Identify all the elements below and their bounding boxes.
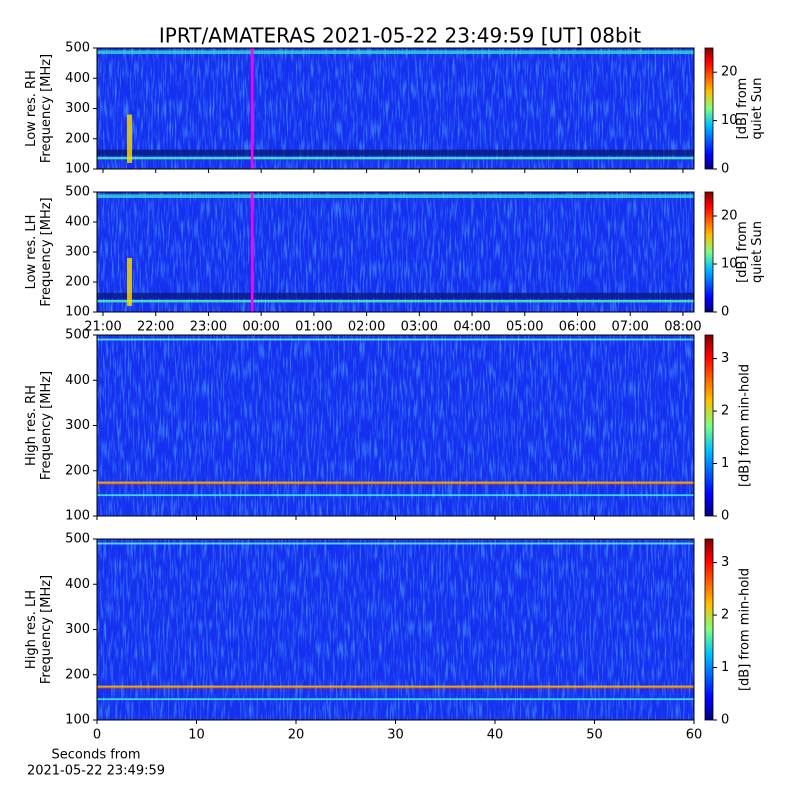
y-axis-label: Frequency [MHz]: [39, 575, 54, 684]
y-axis-label: High res. RH: [24, 385, 39, 466]
y-tick-label: 300: [65, 101, 90, 116]
colorbar-tick-label: 3: [721, 351, 729, 366]
spectrogram-band: [97, 292, 694, 299]
y-tick-label: 300: [65, 622, 90, 637]
colorbar-tick-label: 20: [721, 209, 738, 224]
x-tick-label: 0: [93, 728, 101, 743]
y-tick-label: 300: [65, 245, 90, 260]
y-axis-label: Low res. RH: [24, 70, 39, 147]
spectrogram-band: [97, 685, 694, 688]
y-axis-label: High res. LH: [24, 590, 39, 669]
spectrogram-band: [97, 300, 694, 303]
chart-title: IPRT/AMATERAS 2021-05-22 23:49:59 [UT] 0…: [159, 24, 641, 48]
colorbar-tick-label: 0: [721, 162, 729, 177]
colorbar: [704, 191, 714, 313]
y-tick-label: 300: [65, 418, 90, 433]
y-tick-label: 100: [65, 162, 90, 177]
spectrogram-band: [97, 149, 694, 156]
spectrogram-burst: [127, 114, 132, 163]
colorbar: [704, 47, 714, 170]
spectrogram-noise: [97, 192, 694, 312]
y-tick-label: 500: [65, 185, 90, 200]
x-tick-label: 06:00: [559, 320, 596, 335]
colorbar-tick-label: 0: [721, 713, 729, 728]
y-tick-label: 100: [65, 713, 90, 728]
x-tick-label: 21:00: [84, 320, 121, 335]
x-tick-label: 23:00: [190, 320, 227, 335]
spectrogram-noise: [97, 539, 694, 720]
y-tick-label: 200: [65, 667, 90, 682]
colorbar-tick-label: 10: [721, 257, 738, 272]
x-axis-label: 2021-05-22 23:49:59: [27, 764, 165, 779]
x-tick-label: 01:00: [295, 320, 332, 335]
y-tick-label: 400: [65, 215, 90, 230]
spectrogram-noise: [97, 335, 694, 516]
y-tick-label: 500: [65, 532, 90, 547]
colorbar-label: [dB] from min-hold: [738, 364, 753, 487]
x-tick-label: 10: [188, 728, 205, 743]
y-tick-label: 400: [65, 71, 90, 86]
colorbar-tick-label: 0: [721, 509, 729, 524]
x-tick-label: 03:00: [401, 320, 438, 335]
y-tick-label: 400: [65, 577, 90, 592]
spectrogram-band: [97, 698, 694, 701]
x-tick-label: 60: [686, 728, 703, 743]
colorbar-label: [dB] from: [735, 221, 750, 283]
colorbar-label: quiet Sun: [750, 221, 765, 283]
x-tick-label: 04:00: [453, 320, 490, 335]
y-axis-label: Frequency [MHz]: [39, 197, 54, 306]
y-tick-label: 100: [65, 305, 90, 320]
spectrogram-band: [97, 481, 694, 484]
colorbar: [704, 538, 714, 721]
spectrogram-band: [97, 50, 694, 55]
spectrogram-band: [97, 542, 694, 545]
colorbar-tick-label: 0: [721, 305, 729, 320]
spectrogram-noise: [97, 48, 694, 169]
x-tick-label: 40: [487, 728, 504, 743]
x-tick-label: 20: [288, 728, 305, 743]
x-tick-label: 50: [586, 728, 603, 743]
x-tick-label: 30: [387, 728, 404, 743]
y-axis-label: Low res. LH: [24, 215, 39, 290]
colorbar-tick-label: 1: [721, 660, 729, 675]
spectrogram-band: [97, 194, 694, 198]
colorbar-tick-label: 20: [721, 65, 738, 80]
spectrogram-band: [97, 494, 694, 497]
colorbar-tick-label: 3: [721, 555, 729, 570]
y-tick-label: 100: [65, 509, 90, 524]
y-tick-label: 200: [65, 275, 90, 290]
spectrogram-band: [97, 687, 694, 689]
x-axis-label: Seconds from: [51, 748, 140, 763]
y-tick-label: 500: [65, 41, 90, 56]
x-tick-label: 02:00: [348, 320, 385, 335]
spectrogram-burst: [127, 258, 132, 306]
colorbar-tick-label: 10: [721, 113, 738, 128]
y-tick-label: 400: [65, 373, 90, 388]
x-tick-label: 22:00: [137, 320, 174, 335]
y-tick-label: 500: [65, 328, 90, 343]
colorbar-label: [dB] from min-hold: [738, 568, 753, 691]
x-tick-label: 07:00: [611, 320, 648, 335]
colorbar-label: quiet Sun: [750, 77, 765, 139]
y-axis-label: Frequency [MHz]: [39, 371, 54, 480]
spectrogram-band: [97, 483, 694, 485]
colorbar-tick-label: 2: [721, 404, 729, 419]
colorbar-label: [dB] from: [735, 78, 750, 140]
y-tick-label: 200: [65, 463, 90, 478]
spectrogram-band: [97, 156, 694, 160]
x-tick-label: 08:00: [664, 320, 701, 335]
x-tick-label: 00:00: [242, 320, 279, 335]
colorbar: [704, 334, 714, 517]
y-axis-label: Frequency [MHz]: [39, 54, 54, 163]
y-tick-label: 200: [65, 131, 90, 146]
x-tick-label: 05:00: [506, 320, 543, 335]
colorbar-tick-label: 2: [721, 608, 729, 623]
colorbar-tick-label: 1: [721, 456, 729, 471]
spectrogram-band: [97, 338, 694, 341]
